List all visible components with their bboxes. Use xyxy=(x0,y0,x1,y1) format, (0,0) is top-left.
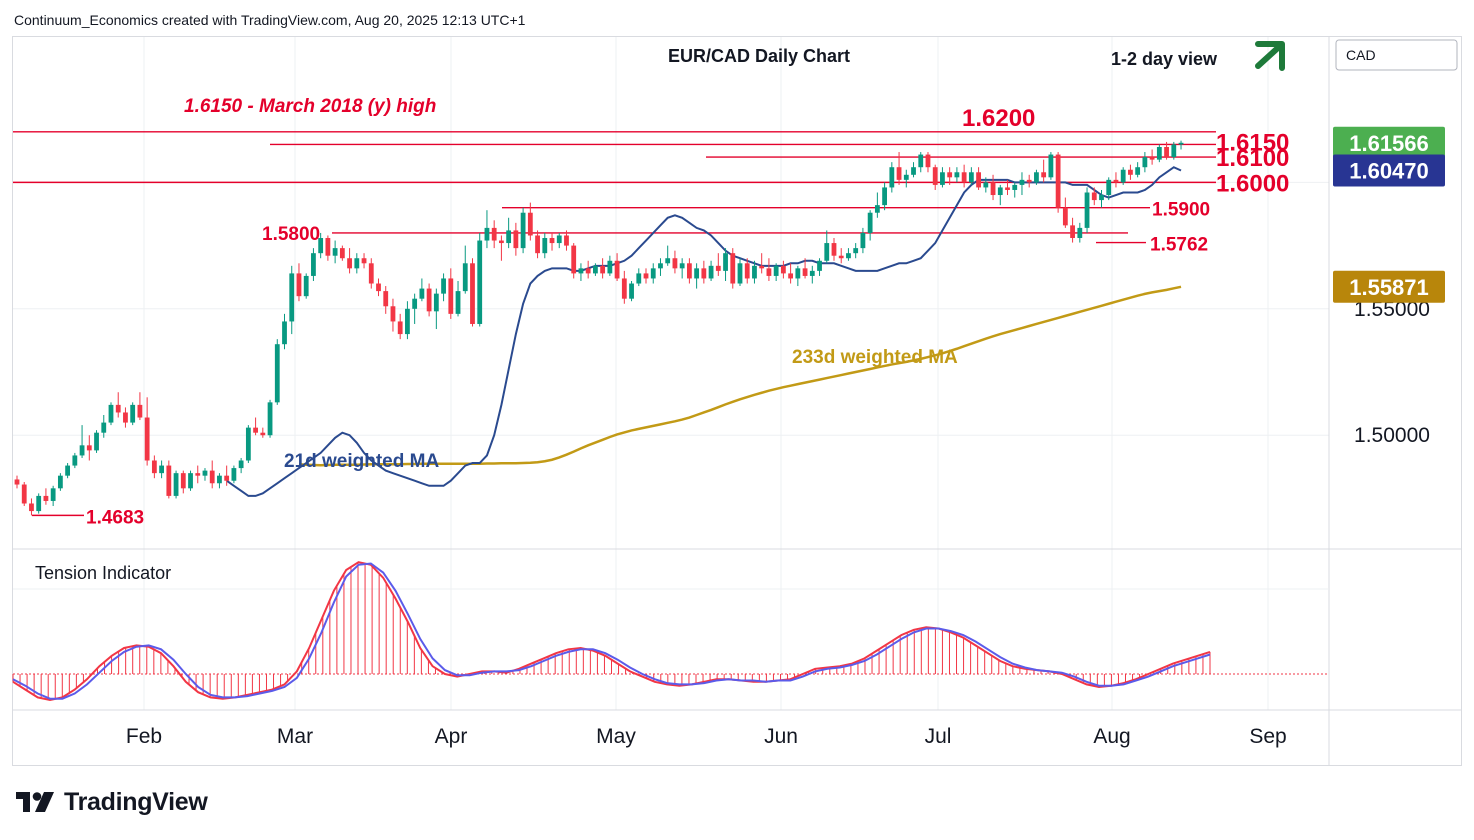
tradingview-logo-icon xyxy=(16,791,54,812)
chart-frame xyxy=(12,36,1462,766)
brand-name: TradingView xyxy=(64,788,208,816)
tradingview-brand[interactable]: TradingView xyxy=(16,788,208,817)
chart-attribution: Continuum_Economics created with Trading… xyxy=(14,12,526,28)
